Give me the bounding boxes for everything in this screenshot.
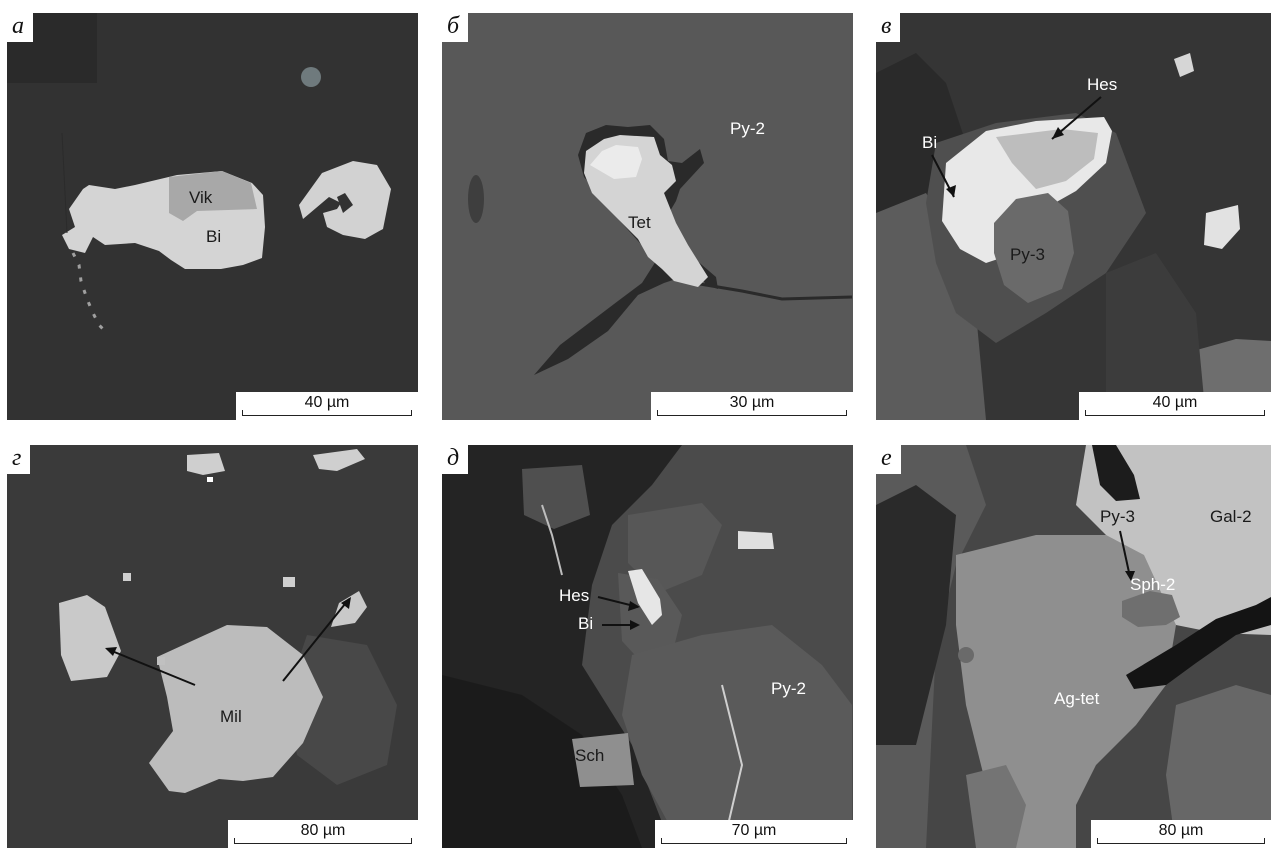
mineral-label-py2: Py-2 <box>771 679 806 698</box>
mineral-label-hes: Hes <box>559 586 590 605</box>
micrograph-v <box>876 13 1271 420</box>
scale-bar-v: 40 µm <box>1079 392 1271 420</box>
mineral-label-py2: Py-2 <box>730 119 765 138</box>
micrograph-a <box>7 13 418 420</box>
micrograph-e <box>876 445 1271 848</box>
panel-letter-d: д <box>442 445 469 474</box>
panel-letter-v: в <box>876 13 901 42</box>
scale-bar-label: 80 µm <box>1158 822 1204 839</box>
arrows-v <box>931 96 1102 198</box>
scale-bar-label: 80 µm <box>300 822 346 839</box>
scale-bar-line <box>1097 838 1265 844</box>
mineral-label-sch: Sch <box>575 746 605 765</box>
panel-b: б Py-2 Tet 30 µm <box>442 13 853 420</box>
mineral-label-ag-tet: Ag-tet <box>1054 689 1100 708</box>
panel-letter-g: г <box>7 445 31 474</box>
panel-a: а Vik Bi 40 µm <box>7 13 418 420</box>
scale-bar-label: 40 µm <box>304 394 350 411</box>
scale-bar-e: 80 µm <box>1091 820 1271 848</box>
micrograph-b <box>442 13 853 420</box>
scale-bar-label: 70 µm <box>731 822 777 839</box>
mineral-label-gal2: Gal-2 <box>1210 507 1252 526</box>
mineral-label-py3: Py-3 <box>1100 507 1135 526</box>
panel-g: г Mil 80 µm <box>7 445 418 848</box>
micrograph-g <box>7 445 418 848</box>
mineral-label-py3: Py-3 <box>1010 245 1045 264</box>
micrograph-d <box>442 445 853 848</box>
mineral-label-vik: Vik <box>189 188 213 207</box>
scale-bar-a: 40 µm <box>236 392 418 420</box>
arrows-g <box>105 597 351 686</box>
mineral-label-sph2: Sph-2 <box>1130 575 1176 594</box>
mineral-label-hes: Hes <box>1087 75 1118 94</box>
arrows-d <box>597 596 640 630</box>
scale-bar-line <box>234 838 412 844</box>
scale-bar-line <box>661 838 847 844</box>
scale-bar-d: 70 µm <box>655 820 853 848</box>
panel-letter-a: а <box>7 13 33 42</box>
scale-bar-line <box>657 410 847 416</box>
mineral-label-tet: Tet <box>628 213 651 232</box>
mineral-label-bi: Bi <box>206 227 222 246</box>
scale-bar-b: 30 µm <box>651 392 853 420</box>
scale-bar-line <box>1085 410 1265 416</box>
panel-d: д Hes Bi Py-2 Sch 70 µm <box>442 445 853 848</box>
panel-letter-e: е <box>876 445 901 474</box>
scale-bar-line <box>242 410 412 416</box>
mineral-label-bi: Bi <box>922 133 938 152</box>
mineral-label-mil: Mil <box>220 707 242 726</box>
panel-e: е Py-3 Gal-2 Sph-2 Ag-tet 80 µm <box>876 445 1271 848</box>
arrows-e <box>1119 530 1135 581</box>
scale-bar-label: 30 µm <box>729 394 775 411</box>
panel-letter-b: б <box>442 13 469 42</box>
scale-bar-label: 40 µm <box>1152 394 1198 411</box>
panel-v: в Hes Bi Py-3 40 µm <box>876 13 1271 420</box>
scale-bar-g: 80 µm <box>228 820 418 848</box>
mineral-label-bi: Bi <box>578 614 594 633</box>
